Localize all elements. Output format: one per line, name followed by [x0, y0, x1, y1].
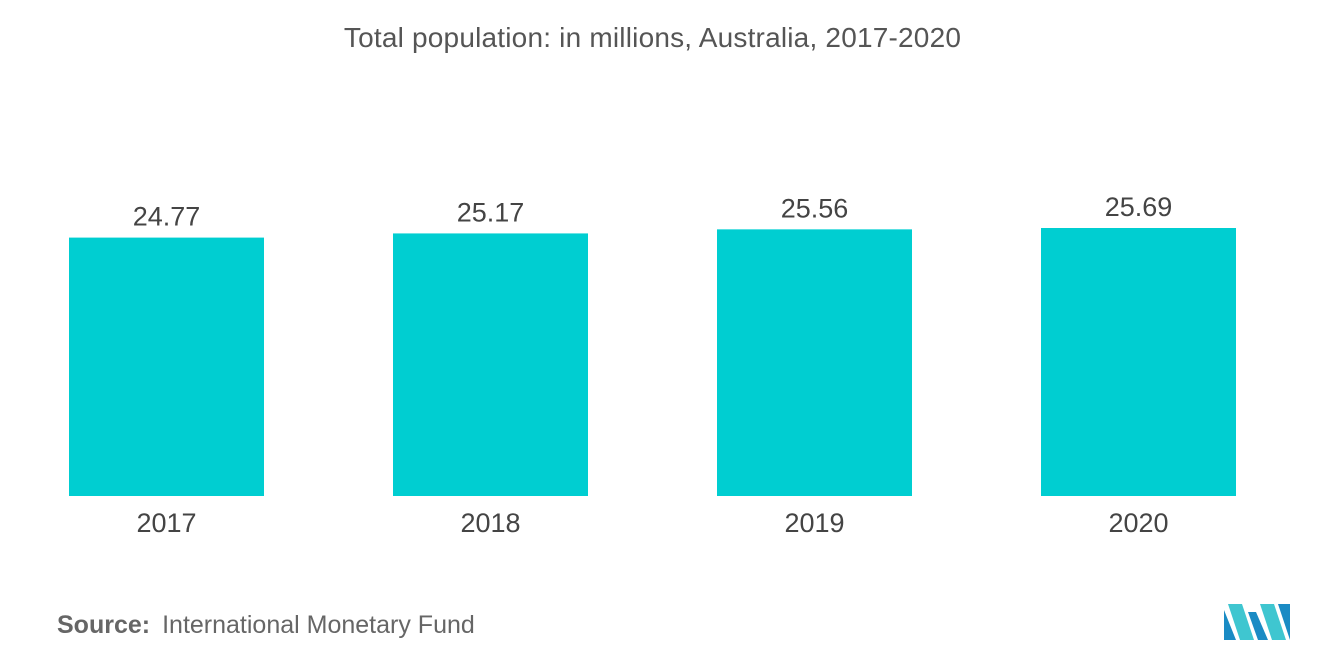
bar-2020	[1041, 228, 1236, 496]
bar-2017	[69, 237, 264, 496]
value-label-2020: 25.69	[1105, 192, 1173, 222]
x-axis-tick-labels: 2017 2018 2019 2020	[136, 508, 1168, 538]
value-label-2018: 25.17	[457, 197, 525, 227]
source-text: International Monetary Fund	[162, 611, 475, 639]
x-tick-label-2018: 2018	[460, 508, 520, 538]
x-tick-label-2019: 2019	[784, 508, 844, 538]
bar-2018	[393, 233, 588, 496]
value-label-2019: 25.56	[781, 193, 849, 223]
value-labels-group: 24.77 25.17 25.56 25.69	[133, 192, 1173, 232]
mordor-intelligence-logo-icon	[1224, 604, 1290, 640]
bar-2019	[717, 229, 912, 496]
chart-title: Total population: in millions, Australia…	[343, 22, 962, 53]
source-label: Source:	[57, 611, 151, 639]
x-tick-label-2017: 2017	[136, 508, 196, 538]
bars-group	[69, 228, 1236, 496]
source-note: Source: International Monetary Fund	[57, 611, 475, 640]
x-tick-label-2020: 2020	[1108, 508, 1168, 538]
value-label-2017: 24.77	[133, 202, 201, 232]
